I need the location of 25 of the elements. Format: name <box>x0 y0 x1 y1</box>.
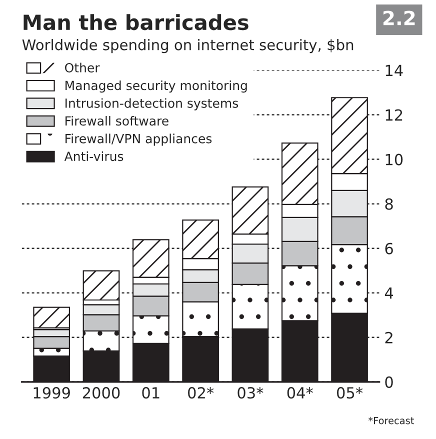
x-tick-label: 2000 <box>82 387 120 399</box>
y-tick-label: 10 <box>386 154 403 166</box>
x-tick-label: 02* <box>188 387 214 399</box>
legend-label: Firewall/VPN appliances <box>66 134 212 146</box>
chart-title: Man the barricades <box>24 14 248 30</box>
x-tick-label: 05* <box>336 387 363 399</box>
legend-label: Anti-virus <box>64 151 124 162</box>
y-tick-label: 12 <box>386 109 402 121</box>
y-tick-label: 6 <box>385 242 393 254</box>
y-tick-label: 0 <box>385 376 393 388</box>
y-tick-label: 2 <box>385 332 392 344</box>
legend-label: Intrusion-detection systems <box>66 98 238 110</box>
x-tick-label: 1999 <box>34 387 70 399</box>
chart-subtitle: Worldwide spending on internet security, $bn <box>22 39 354 54</box>
x-tick-label: 01 <box>142 387 160 399</box>
y-tick-label: 14 <box>386 64 403 76</box>
y-tick-label: 4 <box>384 288 394 299</box>
y-tick-label: 8 <box>385 198 393 210</box>
x-tick-label: 04* <box>287 387 313 399</box>
text: *Forecast <box>368 416 414 424</box>
legend-label: Managed security monitoring <box>66 80 247 93</box>
legend-label: Other <box>65 62 100 72</box>
legend-label: Firewall software <box>66 116 168 126</box>
x-tick-label: 03* <box>238 387 264 399</box>
text: 2.2 <box>383 10 415 26</box>
